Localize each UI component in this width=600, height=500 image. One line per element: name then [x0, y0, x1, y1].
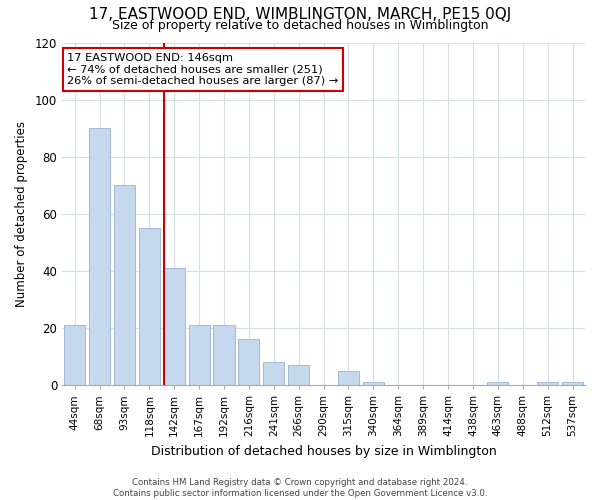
Bar	[89, 128, 110, 385]
Bar	[487, 382, 508, 385]
Bar	[363, 382, 384, 385]
Bar	[562, 382, 583, 385]
Text: 17, EASTWOOD END, WIMBLINGTON, MARCH, PE15 0QJ: 17, EASTWOOD END, WIMBLINGTON, MARCH, PE…	[89, 8, 511, 22]
Bar	[338, 370, 359, 385]
Bar	[214, 325, 235, 385]
Bar	[537, 382, 558, 385]
Bar	[64, 325, 85, 385]
Bar	[114, 185, 135, 385]
Text: Contains HM Land Registry data © Crown copyright and database right 2024.
Contai: Contains HM Land Registry data © Crown c…	[113, 478, 487, 498]
Bar	[139, 228, 160, 385]
Bar	[288, 365, 309, 385]
Bar	[263, 362, 284, 385]
Bar	[188, 325, 209, 385]
X-axis label: Distribution of detached houses by size in Wimblington: Distribution of detached houses by size …	[151, 444, 496, 458]
Text: 17 EASTWOOD END: 146sqm
← 74% of detached houses are smaller (251)
26% of semi-d: 17 EASTWOOD END: 146sqm ← 74% of detache…	[67, 53, 338, 86]
Text: Size of property relative to detached houses in Wimblington: Size of property relative to detached ho…	[112, 18, 488, 32]
Y-axis label: Number of detached properties: Number of detached properties	[15, 121, 28, 307]
Bar	[164, 268, 185, 385]
Bar	[238, 340, 259, 385]
